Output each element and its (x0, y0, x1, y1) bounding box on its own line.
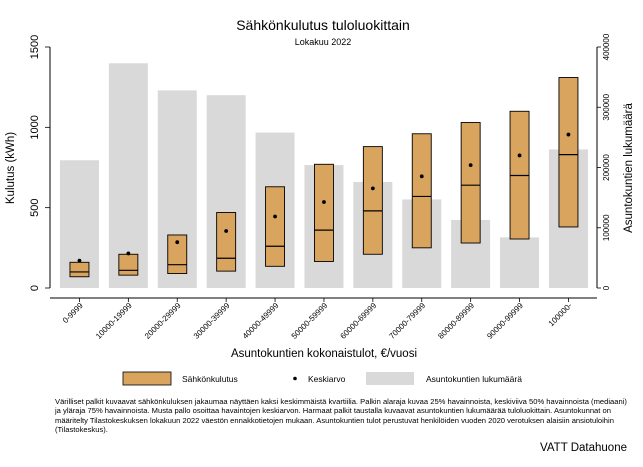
x-tick-label: 50000-59999 (290, 301, 330, 341)
legend-mean-label: Keskiarvo (308, 374, 346, 384)
mean-dot (370, 186, 375, 191)
x-tick-label: 20000-29999 (143, 301, 183, 341)
x-ticks-layer: 0-9999 10000-19999 20000-29999 30000-39999 4… (61, 298, 574, 341)
x-axis-label: Asuntokuntien kokonaistulot, €/vuosi (231, 348, 417, 360)
y-right-tick-label: 200000 (602, 154, 611, 181)
y-right-tick-label: 400000 (602, 33, 611, 60)
legend-mean-dot (293, 376, 297, 381)
x-tick-label: 0-9999 (61, 301, 85, 325)
iqr-box (314, 163, 334, 262)
mean-dot (566, 132, 571, 137)
iqr-box (216, 212, 237, 272)
mean-dot (273, 214, 277, 219)
iqr-box (167, 234, 188, 274)
iqr-box (265, 186, 285, 267)
x-tick-label: 80000-89999 (436, 301, 476, 341)
x-tick-label: 60000-69999 (339, 301, 379, 341)
mean-dot (175, 240, 180, 245)
iqr-box (460, 122, 481, 244)
iqr-box (362, 146, 383, 255)
iqr-box (558, 77, 579, 228)
chart-svg: Sähkönkulutus tuloluokittain Lokakuu 202… (5, 17, 635, 386)
y-axis-label-right: Asuntokuntien lukumäärä (623, 103, 635, 233)
iqr-box (69, 261, 90, 278)
x-tick-label: 40000-49999 (241, 301, 281, 341)
y-axis-label-left: Kulutus (kWh) (5, 132, 17, 204)
y-left-tick-label: 500 (29, 198, 41, 216)
household-bar (108, 63, 148, 288)
y-left-tick-label: 1000 (29, 115, 41, 139)
legend-household-label: Asuntokuntien lukumäärä (426, 374, 522, 384)
mean-dot (322, 200, 326, 204)
iqr-box (411, 133, 432, 249)
x-tick-label: 30000-39999 (192, 301, 232, 341)
legend-household-swatch (366, 372, 414, 385)
x-tick-label: 90000-99999 (485, 301, 525, 341)
x-tick-label: 70000-79999 (387, 301, 427, 341)
right-ticks-layer: 0 100000 200000 300000 400000 (597, 33, 611, 290)
x-tick-label: 100000- (547, 301, 574, 328)
mean-dot (419, 174, 424, 179)
y-right-tick-label: 0 (602, 285, 611, 290)
y-left-tick-label: 1500 (29, 35, 41, 59)
mean-dot (468, 163, 473, 167)
legend-box-label: Sähkönkulutus (182, 374, 238, 384)
mean-dot (224, 229, 229, 233)
chart-title: Sähkönkulutus tuloluokittain (236, 17, 410, 33)
iqr-box (118, 253, 139, 276)
y-right-tick-label: 300000 (602, 93, 611, 120)
left-ticks-layer: 0 500 1000 1500 (29, 35, 50, 291)
footnote: Värilliset palkit kuvaavat sähkönkulukse… (55, 397, 627, 435)
mean-dot (77, 258, 82, 263)
y-left-tick-label: 0 (29, 285, 41, 291)
x-tick-label: 10000-19999 (94, 301, 134, 341)
household-bar (500, 237, 540, 288)
mean-dot (126, 251, 131, 256)
y-right-tick-label: 100000 (602, 214, 611, 241)
legend-box-swatch (122, 371, 172, 386)
mean-dot (517, 153, 522, 158)
chart-subtitle: Lokakuu 2022 (295, 37, 352, 47)
boxes-layer (69, 77, 579, 278)
credit-label: VATT Datahuone (540, 442, 627, 454)
